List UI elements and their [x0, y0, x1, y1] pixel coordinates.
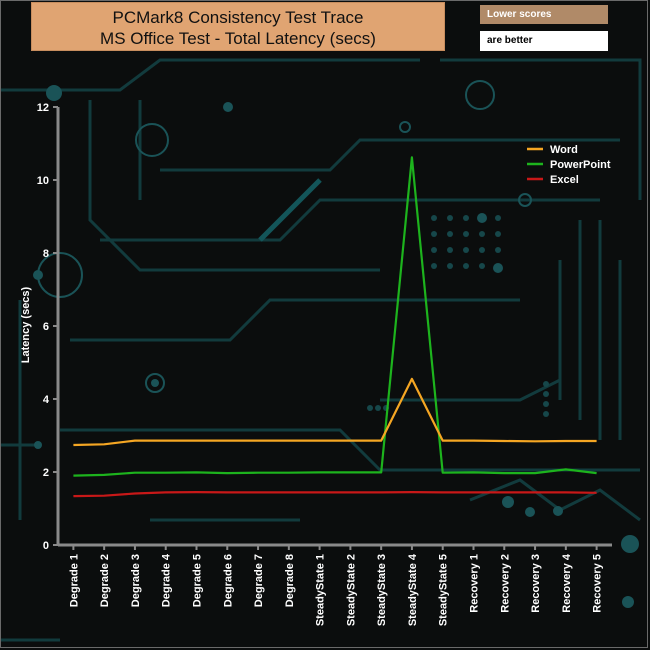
x-tick-label: Recovery 5 [592, 554, 604, 613]
legend-label: Excel [550, 174, 579, 186]
series-line-word [73, 377, 597, 447]
series-layer [73, 156, 597, 498]
x-tick-label: Degrade 6 [222, 554, 234, 607]
y-axis-title: Latency (secs) [20, 286, 32, 363]
x-tick-label: Degrade 2 [99, 554, 111, 607]
y-tick-label: 6 [43, 321, 49, 333]
series-line-powerpoint [73, 156, 597, 477]
y-tick-label: 0 [43, 540, 49, 552]
x-tick-label: SteadyState 2 [345, 554, 357, 626]
y-tick-label: 12 [37, 102, 49, 114]
series-line-excel [73, 491, 597, 498]
y-tick-label: 4 [43, 394, 50, 406]
x-tick-label: Degrade 4 [161, 553, 173, 607]
y-tick-label: 2 [43, 467, 49, 479]
x-tick-label: Degrade 5 [192, 554, 204, 607]
x-tick-label: SteadyState 5 [438, 554, 450, 626]
x-tick-label: SteadyState 4 [407, 553, 419, 626]
y-tick-label: 8 [43, 248, 49, 260]
chart-title-box: PCMark8 Consistency Test Trace MS Office… [31, 2, 445, 51]
x-axis: Degrade 1 Degrade 2 Degrade 3 Degrade 4 Degr… [58, 543, 612, 626]
x-tick-label: Recovery 2 [499, 554, 511, 613]
note-lower-scores: Lower scores [480, 5, 608, 24]
x-tick-label: Degrade 8 [284, 554, 296, 607]
x-tick-label: Degrade 3 [130, 554, 142, 607]
chart-title: PCMark8 Consistency Test Trace [112, 8, 364, 27]
legend-label: Word [550, 144, 578, 156]
x-tick-label: Degrade 7 [253, 554, 265, 607]
legend: Word PowerPoint Excel [527, 144, 611, 186]
x-tick-label: SteadyState 3 [376, 554, 388, 626]
chart-subtitle: MS Office Test - Total Latency (secs) [100, 29, 376, 48]
y-tick-label: 10 [37, 175, 49, 187]
x-tick-label: Degrade 1 [68, 554, 80, 607]
x-tick-label: Recovery 1 [469, 554, 481, 613]
x-tick-label: SteadyState 1 [315, 554, 327, 626]
y-axis: 0 2 4 6 8 10 12 [37, 102, 60, 552]
legend-label: PowerPoint [550, 159, 611, 171]
x-tick-label: Recovery 3 [530, 554, 542, 613]
x-tick-label: Recovery 4 [561, 553, 573, 613]
note-are-better: are better [480, 31, 608, 51]
